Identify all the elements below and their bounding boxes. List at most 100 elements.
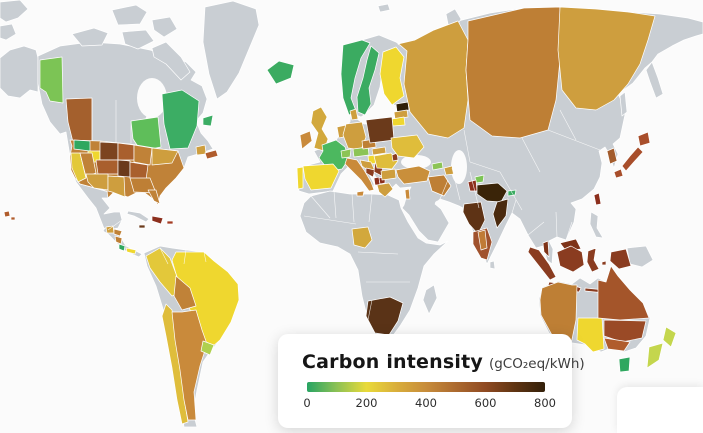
region-ireland[interactable]	[299, 130, 313, 150]
region-us-florida[interactable]	[147, 189, 161, 205]
region-india-south-central[interactable]	[477, 229, 488, 251]
region-denmark[interactable]	[349, 108, 359, 121]
region-moldova[interactable]	[391, 152, 399, 162]
region-new-south-wales[interactable]	[603, 319, 647, 343]
landmass-cuba	[126, 210, 150, 223]
landmass-arctic-island-3	[151, 16, 178, 38]
region-indonesia-papua[interactable]	[609, 248, 632, 270]
region-georgia[interactable]	[431, 161, 444, 171]
landmass-arctic-island-2	[111, 4, 148, 26]
region-latvia[interactable]	[393, 109, 409, 120]
region-japan-honshu[interactable]	[621, 146, 644, 172]
landmass-alaska	[0, 45, 39, 99]
region-us-northwest[interactable]	[73, 139, 91, 152]
legend-title: Carbon intensity	[302, 351, 483, 373]
region-portugal[interactable]	[296, 166, 304, 190]
region-new-zealand-north[interactable]	[662, 326, 677, 348]
region-western-australia[interactable]	[539, 281, 578, 345]
region-russia-east[interactable]	[557, 6, 656, 111]
region-israel[interactable]	[404, 188, 411, 200]
region-poland[interactable]	[365, 116, 395, 144]
region-us-colorado[interactable]	[95, 159, 119, 175]
region-us-dakotas[interactable]	[117, 142, 135, 161]
region-bolivia[interactable]	[173, 275, 197, 311]
region-indonesia-sulawesi[interactable]	[586, 247, 600, 273]
region-indonesia-maluku[interactable]	[601, 260, 607, 266]
region-us-great-lakes[interactable]	[133, 144, 153, 166]
region-malaysia-borneo[interactable]	[559, 238, 582, 252]
region-british-columbia[interactable]	[39, 56, 64, 104]
region-japan-kyushu[interactable]	[613, 168, 624, 179]
region-turkey[interactable]	[395, 165, 431, 185]
region-tasmania[interactable]	[618, 356, 631, 373]
region-costa-rica[interactable]	[118, 243, 126, 252]
region-victoria[interactable]	[603, 337, 631, 352]
landmass-madagascar	[422, 284, 438, 315]
region-sweden[interactable]	[356, 45, 380, 116]
region-new-brunswick[interactable]	[195, 144, 207, 156]
region-iceland[interactable]	[266, 60, 295, 85]
landmass-philippines	[589, 211, 604, 239]
landmass-chukotka-west	[0, 0, 29, 23]
region-newfoundland[interactable]	[202, 114, 214, 127]
region-dominican-republic[interactable]	[151, 215, 164, 225]
black-sea	[401, 155, 431, 169]
landmass-arctic-island-1	[71, 27, 109, 47]
region-us-montana-wyoming[interactable]	[99, 141, 119, 161]
region-azerbaijan[interactable]	[443, 165, 455, 176]
region-uruguay[interactable]	[200, 340, 215, 356]
region-honduras[interactable]	[113, 228, 123, 237]
region-us-northeast[interactable]	[151, 147, 179, 166]
region-us-missouri[interactable]	[117, 159, 131, 178]
region-us-southwest[interactable]	[85, 173, 109, 191]
legend-ticks: 0 200 400 600 800	[303, 396, 556, 412]
region-slovakia[interactable]	[371, 146, 387, 156]
region-new-zealand-south[interactable]	[646, 342, 664, 369]
region-us-nevada[interactable]	[79, 152, 97, 178]
region-japan-hokkaido[interactable]	[637, 131, 651, 147]
region-italy[interactable]	[344, 157, 375, 197]
legend-card: Carbon intensity (gCO₂eq/kWh) 0 200 400 …	[278, 334, 585, 428]
region-nova-scotia[interactable]	[204, 149, 219, 160]
landmass-baffin	[151, 41, 191, 81]
region-taiwan[interactable]	[593, 192, 602, 206]
region-indonesia-sumatra[interactable]	[527, 246, 557, 281]
landmass-sakhalin	[619, 91, 628, 117]
region-queensland[interactable]	[597, 265, 650, 321]
region-us-ohio-valley[interactable]	[129, 161, 149, 181]
region-lithuania[interactable]	[391, 116, 406, 127]
region-russia-siberia[interactable]	[465, 6, 561, 139]
region-guatemala[interactable]	[105, 225, 115, 234]
region-nigeria[interactable]	[351, 226, 373, 249]
region-india-east[interactable]	[492, 198, 509, 229]
region-us-texas[interactable]	[107, 175, 126, 198]
region-switzerland[interactable]	[340, 148, 352, 159]
region-malaysia-peninsula[interactable]	[542, 240, 550, 258]
region-iraq[interactable]	[427, 174, 452, 197]
region-us-california[interactable]	[70, 152, 87, 183]
region-spain[interactable]	[302, 163, 340, 191]
region-france[interactable]	[318, 139, 350, 172]
region-bulgaria[interactable]	[380, 168, 397, 181]
region-bosnia-herzegovina[interactable]	[365, 167, 376, 178]
region-argentina[interactable]	[171, 309, 208, 421]
region-finland[interactable]	[379, 46, 405, 106]
region-jamaica[interactable]	[138, 224, 146, 229]
region-hawaii[interactable]	[3, 210, 16, 221]
region-indonesia-kalimantan[interactable]	[556, 245, 585, 273]
country-borders	[79, 99, 601, 321]
region-panama[interactable]	[125, 247, 137, 255]
region-estonia[interactable]	[395, 101, 410, 113]
region-south-korea[interactable]	[606, 147, 618, 165]
colored-regions	[3, 6, 677, 425]
region-greece[interactable]	[376, 182, 394, 198]
region-russia-west[interactable]	[397, 20, 469, 139]
region-ukraine[interactable]	[390, 134, 425, 159]
region-puerto-rico[interactable]	[166, 220, 174, 225]
region-south-africa[interactable]	[365, 296, 404, 336]
region-quebec[interactable]	[161, 89, 200, 150]
region-nicaragua[interactable]	[114, 235, 123, 245]
caspian-sea	[451, 150, 467, 184]
region-norway[interactable]	[340, 39, 371, 116]
